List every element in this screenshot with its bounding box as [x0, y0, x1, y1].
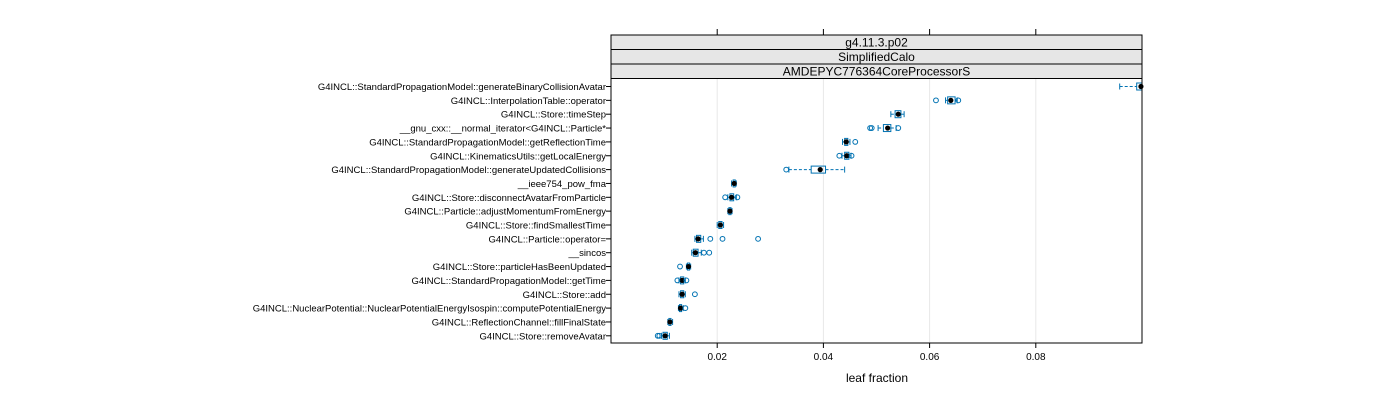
median-dot	[885, 125, 891, 131]
category-label: G4INCL::Store::disconnectAvatarFromParti…	[412, 193, 606, 204]
outlier-0	[783, 166, 790, 173]
outlier-0	[852, 139, 859, 145]
outlier-0	[674, 277, 681, 284]
box-iqr	[810, 165, 827, 174]
box-7	[731, 179, 737, 188]
box-2	[890, 110, 905, 119]
category-label: __gnu_cxx::__normal_iterator<G4INCL::Par…	[399, 124, 607, 135]
median-dot	[679, 291, 685, 297]
strip-label-0: g4.11.3.p02	[845, 36, 908, 50]
box-4	[842, 137, 859, 146]
box-16	[677, 304, 689, 313]
strip-label-2: AMDEPYC776364CoreProcessorS	[783, 65, 970, 79]
box-iqr	[894, 110, 902, 119]
median-dot	[817, 167, 823, 173]
box-iqr	[947, 96, 956, 105]
gridlines	[716, 78, 1037, 343]
box-11	[694, 234, 761, 243]
median-dot	[843, 139, 849, 145]
box-13	[677, 262, 692, 271]
median-dot	[728, 194, 735, 200]
x-tick-label-3: 0.08	[1026, 352, 1046, 363]
outlier-0	[707, 235, 714, 242]
category-label: G4INCL::StandardPropagationModel::genera…	[331, 165, 606, 176]
median-dot	[895, 111, 901, 117]
category-label: G4INCL::Store::findSmallestTime	[466, 221, 606, 232]
box-5	[836, 151, 855, 160]
category-label: __sincos	[568, 248, 607, 259]
outlier-0	[682, 305, 689, 312]
x-tick-label-2: 0.06	[920, 352, 940, 363]
outlier-1	[719, 235, 726, 242]
median-dot	[727, 208, 733, 214]
outlier-0	[836, 152, 843, 159]
category-label: G4INCL::Store::timeStep	[501, 110, 606, 121]
median-dot	[695, 236, 701, 242]
outlier-0	[933, 97, 939, 104]
outlier-1	[868, 125, 875, 131]
median-dot	[717, 222, 723, 228]
outlier-2	[895, 125, 902, 131]
outlier-2	[755, 235, 761, 242]
category-label: G4INCL::NuclearPotential::NuclearPotenti…	[253, 304, 607, 315]
median-dot	[667, 319, 673, 325]
category-label: G4INCL::StandardPropagationModel::getTim…	[411, 276, 606, 287]
outlier-1	[706, 249, 713, 256]
box-10	[716, 221, 725, 229]
panel-border	[610, 78, 1143, 344]
category-label: G4INCL::Particle::operator=	[489, 234, 607, 245]
category-labels: G4INCL::StandardPropagationModel::genera…	[253, 82, 607, 342]
median-dot	[948, 97, 954, 103]
outlier-0	[701, 249, 707, 256]
median-dot	[679, 277, 685, 283]
x-axis: 0.02 0.04 0.06 0.08	[606, 29, 1143, 363]
box-17	[667, 317, 674, 326]
median-dot	[662, 333, 668, 339]
median-dot	[1138, 83, 1144, 90]
box-12	[691, 248, 713, 257]
category-label: G4INCL::StandardPropagationModel::getRef…	[369, 137, 606, 148]
x-tick-label-1: 0.04	[814, 352, 834, 363]
category-label: G4INCL::Particle::adjustMomentumFromEner…	[404, 207, 606, 218]
outlier-1	[683, 277, 690, 284]
category-label: G4INCL::ReflectionChannel::fillFinalStat…	[432, 317, 606, 328]
median-dot	[844, 153, 850, 159]
x-axis-title: leaf fraction	[846, 371, 908, 385]
median-dot	[685, 263, 692, 270]
outlier-0	[677, 263, 683, 270]
median-dot	[731, 180, 737, 187]
outlier-1	[734, 194, 741, 201]
box-6	[783, 165, 846, 174]
box-15	[678, 290, 698, 299]
strip-label-1: SimplifiedCalo	[838, 50, 915, 64]
box-9	[727, 207, 733, 216]
outlier-0	[691, 291, 698, 298]
box-8	[722, 193, 741, 202]
box-0	[1119, 82, 1144, 91]
category-label: G4INCL::KinematicsUtils::getLocalEnergy	[430, 151, 606, 162]
strip-headers: g4.11.3.p02SimplifiedCaloAMDEPYC776364Co…	[610, 34, 1143, 79]
box-iqr	[882, 124, 892, 133]
category-label: G4INCL::Store::removeAvatar	[479, 331, 606, 342]
median-dot	[677, 305, 684, 311]
category-label: G4INCL::Store::particleHasBeenUpdated	[433, 262, 606, 273]
outlier-0	[722, 194, 729, 201]
median-dot	[692, 250, 699, 256]
box-3	[867, 124, 902, 133]
boxplots	[654, 82, 1144, 340]
box-1	[933, 96, 962, 105]
category-label: G4INCL::Store::add	[523, 290, 606, 301]
category-label: __ieee754_pow_fma	[517, 179, 607, 190]
box-18	[654, 331, 670, 340]
category-label: G4INCL::StandardPropagationModel::genera…	[318, 82, 606, 93]
outlier-1	[848, 152, 855, 159]
x-tick-label-0: 0.02	[707, 352, 727, 363]
box-14	[674, 276, 690, 285]
outlier-1	[955, 97, 962, 104]
outlier-1	[656, 332, 663, 339]
category-label: G4INCL::InterpolationTable::operator	[451, 96, 606, 107]
